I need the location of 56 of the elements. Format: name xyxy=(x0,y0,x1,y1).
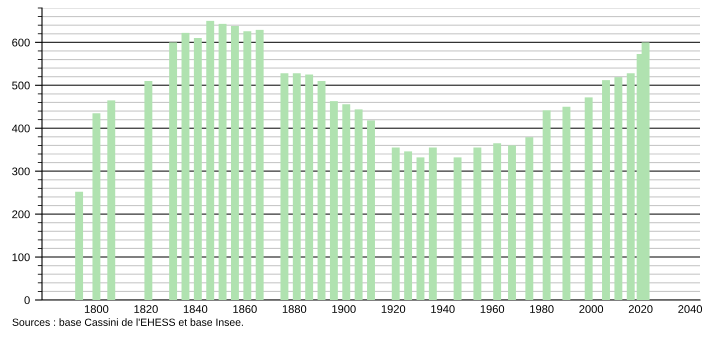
bar xyxy=(392,148,400,300)
x-tick-label: 1980 xyxy=(530,305,554,314)
x-tick-label: 2040 xyxy=(678,305,702,314)
x-tick-label: 1800 xyxy=(84,305,108,314)
bar xyxy=(194,38,202,300)
bar xyxy=(584,97,593,300)
bar xyxy=(367,120,375,300)
bar xyxy=(493,143,502,300)
y-tick-label: 600 xyxy=(12,38,30,46)
x-tick-label: 2020 xyxy=(628,305,653,314)
y-tick-label: 300 xyxy=(12,167,30,176)
bar xyxy=(354,109,363,300)
bar xyxy=(404,151,412,300)
bar xyxy=(614,77,622,300)
y-tick-label: 100 xyxy=(12,253,30,262)
bar xyxy=(342,104,350,300)
bar xyxy=(230,26,239,300)
y-tick-label: 500 xyxy=(12,82,30,90)
x-tick-label: 1940 xyxy=(431,305,455,314)
bar xyxy=(169,42,178,300)
bar xyxy=(626,73,635,300)
bar xyxy=(280,73,288,300)
source-note: Sources : base Cassini de l'EHESS et base Insee. xyxy=(12,318,243,326)
bar xyxy=(562,106,570,300)
bar xyxy=(602,80,610,300)
x-tick-label: 1860 xyxy=(233,305,257,314)
bar xyxy=(182,32,190,300)
bar xyxy=(218,24,227,300)
y-tick-label: 200 xyxy=(12,210,30,218)
bar xyxy=(256,30,264,300)
bar xyxy=(428,148,437,300)
bar xyxy=(318,81,326,300)
bar xyxy=(305,74,314,300)
bar xyxy=(454,157,462,300)
bar xyxy=(206,20,214,300)
bar xyxy=(107,100,116,300)
bar xyxy=(144,81,152,300)
x-tick-label: 1900 xyxy=(332,305,356,314)
y-tick-label: 0 xyxy=(24,296,30,304)
y-tick-label: 400 xyxy=(12,124,30,132)
bar xyxy=(243,31,252,300)
bar xyxy=(542,110,551,300)
bar xyxy=(292,73,301,300)
bar xyxy=(525,137,534,300)
x-tick-label: 2000 xyxy=(579,305,604,314)
x-tick-label: 1840 xyxy=(184,305,208,314)
bar xyxy=(92,113,100,300)
bar xyxy=(75,192,84,300)
bar xyxy=(330,101,338,300)
x-tick-label: 1960 xyxy=(480,305,504,314)
bar xyxy=(508,145,516,300)
bar xyxy=(473,148,482,300)
x-tick-label: 1880 xyxy=(282,305,306,314)
x-tick-label: 1920 xyxy=(382,305,406,314)
x-tick-label: 1820 xyxy=(134,305,158,314)
bar xyxy=(416,157,424,300)
